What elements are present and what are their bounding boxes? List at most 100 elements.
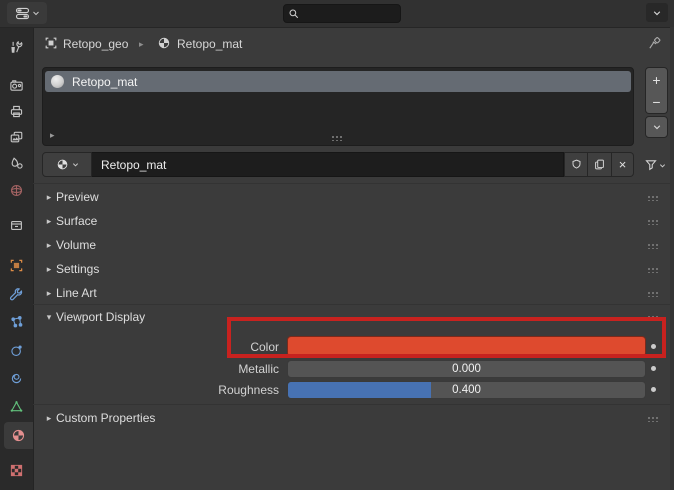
object-data-icon <box>10 400 23 412</box>
tab-particles[interactable] <box>0 309 33 335</box>
filter-dropdown-button[interactable] <box>639 153 671 177</box>
roughness-label: Roughness <box>218 383 279 397</box>
material-icon <box>12 429 25 442</box>
panel-settings[interactable]: ▸ Settings <box>33 257 674 281</box>
viewport-color-swatch[interactable] <box>287 336 646 357</box>
tab-view-layer[interactable] <box>0 124 33 150</box>
panel-drag-grip[interactable] <box>646 266 660 273</box>
tab-render[interactable] <box>0 72 33 98</box>
breadcrumb-object-name: Retopo_geo <box>63 37 129 51</box>
material-slot-row[interactable]: Retopo_mat <box>45 71 631 92</box>
metallic-label: Metallic <box>238 362 279 376</box>
panel-drag-grip[interactable] <box>646 415 660 422</box>
object-icon <box>10 259 23 271</box>
pin-button[interactable] <box>645 34 663 52</box>
remove-material-slot-button[interactable]: − <box>645 91 668 114</box>
tool-icon <box>11 40 23 53</box>
tab-object-data[interactable] <box>0 393 33 419</box>
panel-drag-grip[interactable] <box>646 290 660 297</box>
roughness-decorator-dot[interactable] <box>651 387 656 392</box>
tab-scene[interactable] <box>0 150 33 176</box>
properties-editor-icon <box>15 6 30 21</box>
list-resize-grip[interactable] <box>330 134 344 141</box>
panel-label: Line Art <box>56 286 97 300</box>
expanded-arrow-icon: ▾ <box>46 311 52 322</box>
tab-constraints[interactable] <box>0 365 33 391</box>
browse-material-button[interactable] <box>42 152 92 177</box>
shield-icon <box>572 159 580 169</box>
collapsed-arrow-icon: ▸ <box>46 263 52 274</box>
panel-drag-grip[interactable] <box>646 218 660 225</box>
chevron-down-icon <box>72 163 78 167</box>
panel-drag-grip[interactable] <box>646 314 660 321</box>
breadcrumb-material-icon <box>157 36 171 50</box>
panel-volume[interactable]: ▸ Volume <box>33 233 674 257</box>
duplicate-material-button[interactable] <box>588 152 612 177</box>
collapsed-arrow-icon: ▸ <box>46 239 52 250</box>
tab-modifiers[interactable] <box>0 282 33 308</box>
chevron-down-icon <box>659 163 666 167</box>
copy-icon <box>595 159 604 170</box>
tab-collection[interactable] <box>0 212 33 238</box>
search-box[interactable] <box>283 4 401 23</box>
fake-user-button[interactable] <box>564 152 588 177</box>
header-menu-button[interactable] <box>646 3 668 22</box>
separator <box>33 404 674 405</box>
color-decorator-dot[interactable] <box>651 344 656 349</box>
collapsed-arrow-icon: ▸ <box>46 191 52 202</box>
breadcrumb-material-name: Retopo_mat <box>177 37 243 51</box>
search-icon <box>288 8 300 20</box>
metallic-decorator-dot[interactable] <box>651 366 656 371</box>
tab-world[interactable] <box>0 177 33 203</box>
separator <box>33 304 674 305</box>
roughness-value: 0.400 <box>452 384 481 396</box>
scene-icon <box>11 156 23 169</box>
panel-drag-grip[interactable] <box>646 194 660 201</box>
panel-surface[interactable]: ▸ Surface <box>33 209 674 233</box>
physics-icon <box>11 345 22 356</box>
panel-custom-properties[interactable]: ▸ Custom Properties <box>33 406 674 430</box>
world-icon <box>10 184 23 196</box>
breadcrumb-object-icon <box>44 36 58 50</box>
list-expand-arrow-icon[interactable]: ▸ <box>50 130 55 140</box>
pin-icon <box>648 36 660 49</box>
panel-preview[interactable]: ▸ Preview <box>33 185 674 209</box>
breadcrumb-separator-icon: ▸ <box>139 39 144 49</box>
chevron-down-icon <box>653 125 660 130</box>
tab-object[interactable] <box>0 252 33 278</box>
material-sphere-icon <box>51 75 64 88</box>
panel-label: Preview <box>56 190 99 204</box>
search-input[interactable] <box>304 6 392 21</box>
material-name-field[interactable]: Retopo_mat <box>92 152 564 177</box>
slot-specials-button[interactable] <box>645 116 668 138</box>
tab-texture[interactable] <box>0 457 33 483</box>
metallic-value: 0.000 <box>452 363 481 375</box>
constraints-icon <box>11 373 22 383</box>
color-label: Color <box>250 340 279 354</box>
tab-tool[interactable] <box>0 34 33 60</box>
roughness-slider[interactable]: 0.400 <box>287 381 646 399</box>
metallic-slider[interactable]: 0.000 <box>287 360 646 378</box>
add-material-slot-button[interactable]: + <box>645 67 668 92</box>
editor-type-button[interactable] <box>7 2 47 24</box>
collapsed-arrow-icon: ▸ <box>46 215 52 226</box>
texture-icon <box>10 464 23 476</box>
editor-right-edge <box>670 27 674 490</box>
unlink-material-button[interactable]: × <box>612 152 634 177</box>
panel-label: Surface <box>56 214 98 228</box>
material-slot-list: Retopo_mat ▸ <box>42 67 634 146</box>
panel-drag-grip[interactable] <box>646 242 660 249</box>
collapsed-arrow-icon: ▸ <box>46 287 52 298</box>
material-slot-name: Retopo_mat <box>72 74 138 89</box>
panel-viewport-display[interactable]: ▾ Viewport Display <box>33 305 674 329</box>
chevron-down-icon <box>652 8 662 18</box>
tab-output[interactable] <box>0 98 33 124</box>
render-icon <box>10 79 23 91</box>
tab-physics[interactable] <box>0 337 33 363</box>
chevron-down-icon <box>32 9 40 17</box>
panel-label: Custom Properties <box>56 411 156 425</box>
tab-material[interactable] <box>4 422 33 449</box>
panel-label: Volume <box>56 238 97 252</box>
panel-line-art[interactable]: ▸ Line Art <box>33 281 674 305</box>
